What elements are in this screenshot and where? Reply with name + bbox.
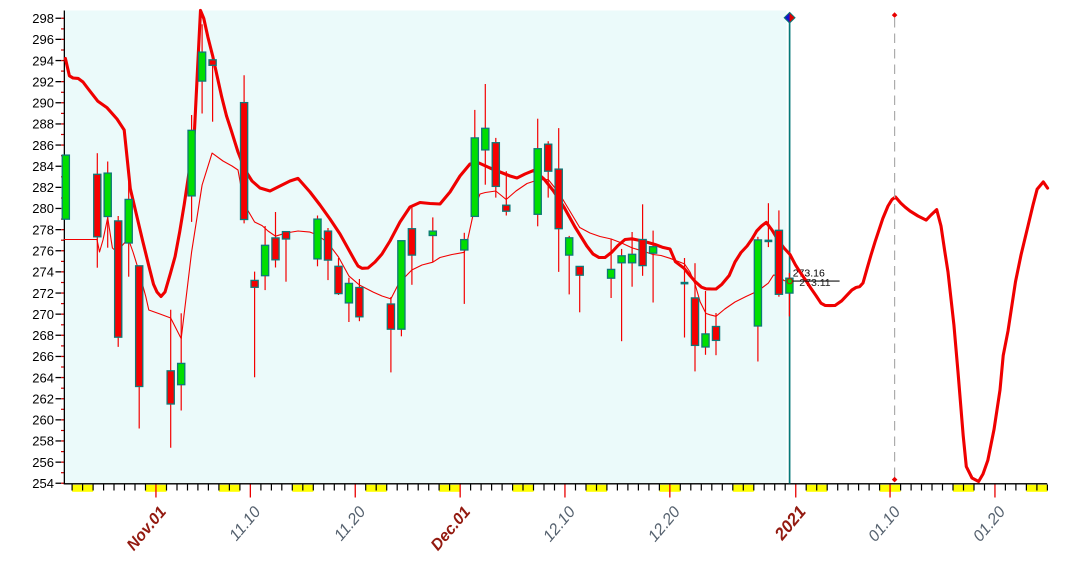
svg-text:282: 282 [32,180,54,195]
svg-text:296: 296 [32,32,54,47]
svg-text:298: 298 [32,11,54,26]
svg-text:260: 260 [32,413,54,428]
svg-text:278: 278 [32,222,54,237]
svg-text:256: 256 [32,455,54,470]
svg-text:284: 284 [32,159,54,174]
svg-text:264: 264 [32,370,54,385]
svg-text:276: 276 [32,244,54,259]
svg-text:270: 270 [32,307,54,322]
svg-text:292: 292 [32,74,54,89]
svg-text:294: 294 [32,53,54,68]
svg-text:266: 266 [32,349,54,364]
svg-text:268: 268 [32,328,54,343]
svg-text:288: 288 [32,117,54,132]
svg-text:262: 262 [32,392,54,407]
svg-text:258: 258 [32,434,54,449]
svg-text:286: 286 [32,138,54,153]
svg-text:280: 280 [32,201,54,216]
svg-text:254: 254 [32,476,54,491]
svg-text:272: 272 [32,286,54,301]
svg-text:290: 290 [32,96,54,111]
svg-text:274: 274 [32,265,54,280]
